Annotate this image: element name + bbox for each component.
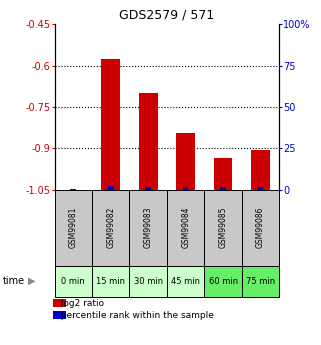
- Text: time: time: [3, 276, 25, 286]
- Text: 60 min: 60 min: [209, 277, 238, 286]
- Bar: [251, 150, 270, 190]
- Text: GSM99084: GSM99084: [181, 207, 190, 248]
- Text: GSM99081: GSM99081: [69, 207, 78, 248]
- Bar: [214, 158, 232, 190]
- Bar: [139, 93, 158, 190]
- Bar: [258, 187, 263, 190]
- Bar: [183, 187, 188, 190]
- Text: 45 min: 45 min: [171, 277, 200, 286]
- Text: 30 min: 30 min: [134, 277, 163, 286]
- Text: 0 min: 0 min: [61, 277, 85, 286]
- Text: log2 ratio: log2 ratio: [55, 299, 104, 308]
- Text: 75 min: 75 min: [246, 277, 275, 286]
- Bar: [71, 189, 76, 190]
- Bar: [167, 266, 204, 297]
- Bar: [108, 186, 114, 190]
- Text: 15 min: 15 min: [96, 277, 125, 286]
- Text: ▶: ▶: [28, 276, 36, 286]
- Bar: [101, 59, 120, 190]
- Text: percentile rank within the sample: percentile rank within the sample: [55, 311, 213, 320]
- Text: GSM99086: GSM99086: [256, 207, 265, 248]
- Bar: [220, 187, 226, 190]
- Title: GDS2579 / 571: GDS2579 / 571: [119, 9, 214, 22]
- Bar: [55, 190, 92, 266]
- Bar: [92, 190, 129, 266]
- Text: GSM99082: GSM99082: [106, 207, 115, 248]
- Text: GSM99085: GSM99085: [219, 207, 228, 248]
- Bar: [129, 266, 167, 297]
- Bar: [129, 190, 167, 266]
- Bar: [145, 187, 151, 190]
- Bar: [242, 266, 279, 297]
- Bar: [176, 133, 195, 190]
- Bar: [242, 190, 279, 266]
- Bar: [204, 190, 242, 266]
- Bar: [92, 266, 129, 297]
- Bar: [167, 190, 204, 266]
- Text: GSM99083: GSM99083: [144, 207, 153, 248]
- Bar: [55, 266, 92, 297]
- Bar: [204, 266, 242, 297]
